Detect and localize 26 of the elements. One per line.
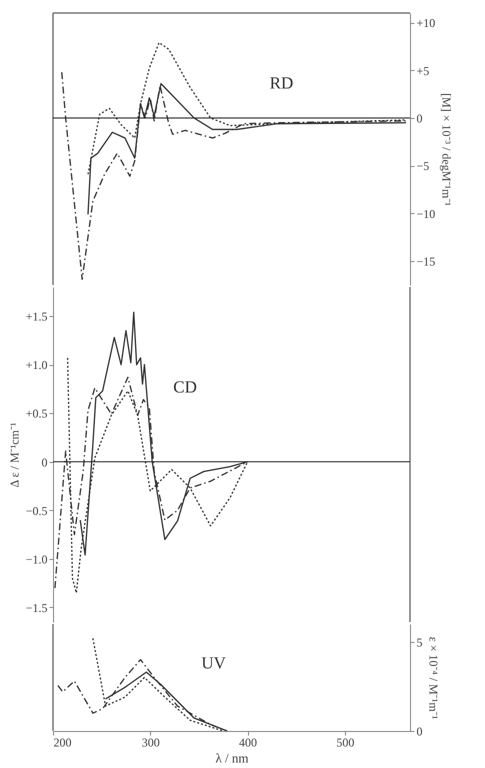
y2-tick-label: −15 [416,254,436,269]
x-tick-label: 300 [142,736,160,750]
y-axis-title: Δ ε / M⁻¹cm⁻¹ [8,422,22,488]
x-tick-label: 200 [54,736,72,750]
y-tick-label: +0.5 [26,406,48,421]
y-tick-label: 0 [42,455,48,470]
y2-tick-label: 0 [416,111,422,126]
annotation: UV [201,654,227,673]
y-tick-label: −1.0 [26,552,48,566]
y2-tick-label: +5 [416,64,430,78]
annotation: CD [173,378,197,396]
x-tick-label: 500 [336,736,354,750]
y-tick-label: +1.0 [26,358,48,372]
y2-tick-label: +10 [416,16,436,30]
y-tick-label: −0.5 [26,504,48,518]
y-tick-label: −1.5 [26,600,48,615]
y2-tick-label: −10 [416,206,436,221]
y2-tick-label: 5 [416,635,422,650]
x-axis-title: λ / nm [215,750,249,766]
y2-axis-title: [M] × 10⁻³ / degM⁻¹m⁻¹ [439,93,454,206]
x-tick-label: 400 [239,736,258,750]
y2-tick-label: 0 [416,724,422,738]
annotation: RD [270,74,294,93]
y2-axis-title: ε × 10⁻⁴ / M⁻¹m⁻¹ [426,636,440,720]
y-tick-label: +1.5 [26,310,48,324]
y2-tick-label: −5 [416,159,430,174]
